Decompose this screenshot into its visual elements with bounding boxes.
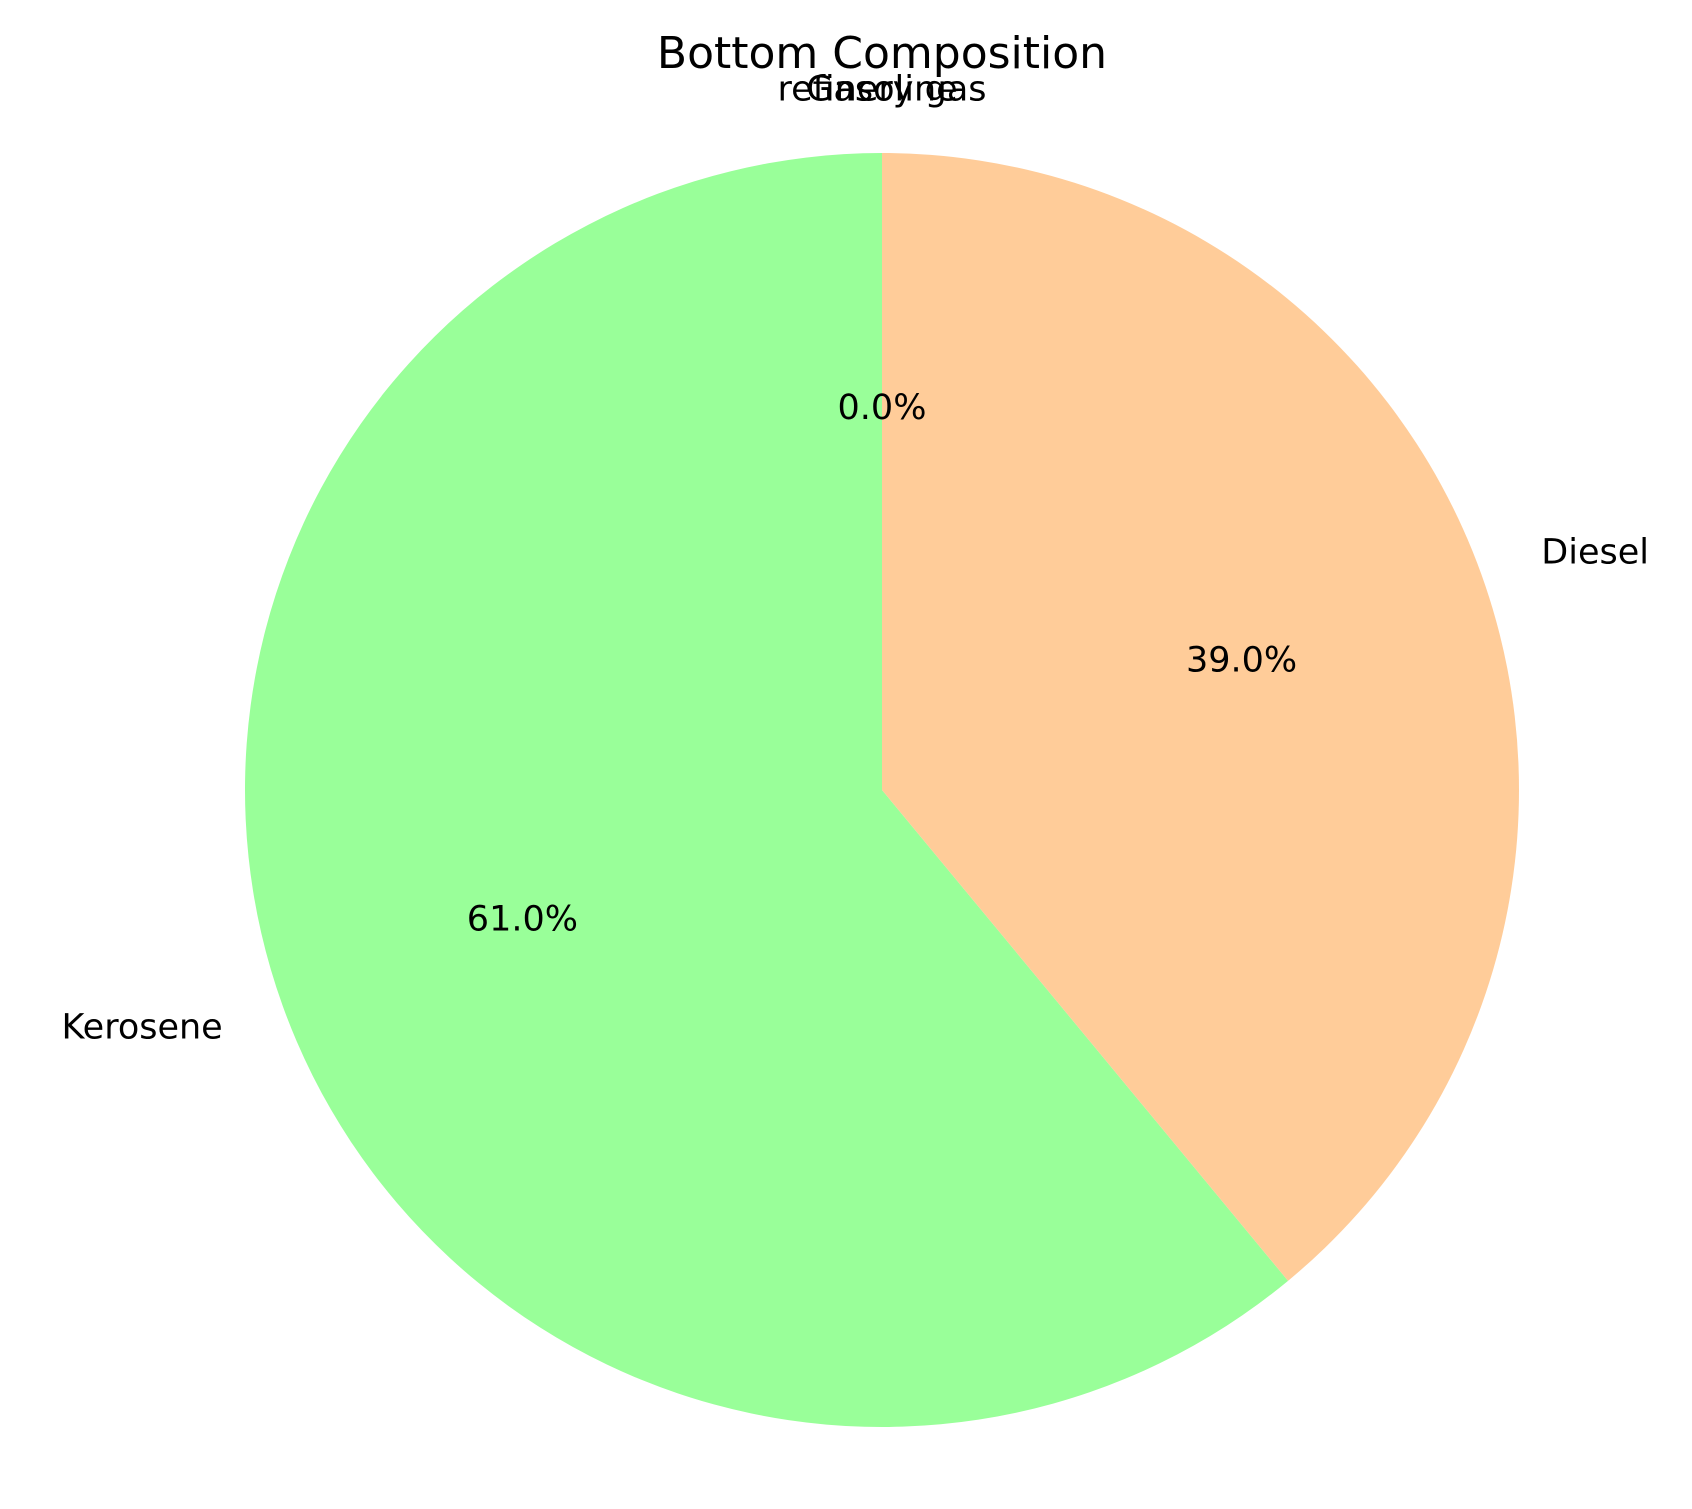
slice-label-diesel: Diesel [1541, 533, 1649, 573]
slice-label-refinery-gas: refinery gas [777, 69, 986, 109]
pie-slice-kerosene [245, 153, 1289, 1427]
pie-slice-diesel [882, 153, 1520, 1281]
pct-label-diesel: 39.0% [1186, 641, 1297, 681]
chart-title: Bottom Composition [657, 28, 1107, 79]
pct-label-gasoline: 0.0% [838, 388, 927, 428]
slice-label-kerosene: Kerosene [61, 1007, 222, 1047]
slice-label-gasoline: Gasoline [806, 69, 957, 109]
pie-slices [245, 153, 1520, 1427]
pct-label-kerosene: 61.0% [467, 899, 578, 939]
